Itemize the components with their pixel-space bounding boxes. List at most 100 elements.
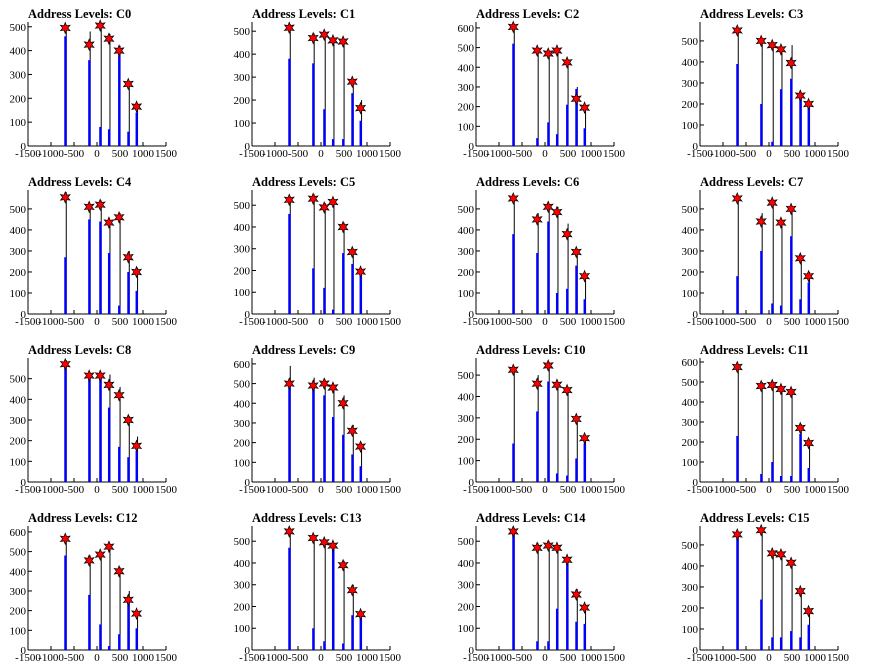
star-marker	[103, 32, 115, 46]
star-marker	[755, 379, 767, 393]
y-tick-label: 500	[10, 374, 27, 386]
y-tick-label: 400	[10, 566, 27, 578]
peak-bar	[760, 474, 763, 482]
peak-bar	[359, 617, 362, 650]
x-tick-label: -500	[736, 316, 757, 328]
peak-bar	[575, 88, 578, 146]
star-marker	[83, 38, 95, 52]
peak-bar	[583, 128, 586, 146]
y-tick-label: 500	[234, 536, 251, 548]
star-marker	[785, 56, 797, 70]
peak-bar	[107, 407, 111, 482]
peak-bar	[799, 434, 802, 482]
peak-bar	[118, 305, 121, 314]
peak-bar	[342, 643, 345, 650]
y-tick-label: 200	[234, 265, 251, 277]
y-tick-label: 400	[10, 225, 27, 237]
star-marker	[794, 251, 806, 265]
y-tick-label: 0	[693, 645, 699, 657]
peak-bar	[342, 253, 345, 314]
star-marker	[318, 28, 330, 42]
y-tick-label: 400	[458, 62, 475, 74]
y-tick-label: 300	[682, 246, 699, 258]
peak-bar	[312, 385, 315, 482]
y-tick-label: 200	[10, 93, 27, 105]
x-tick-label: -1500	[15, 316, 41, 328]
peak-bar	[771, 637, 774, 650]
x-tick-label: 1500	[155, 484, 178, 496]
peak-bar	[736, 538, 739, 650]
peak-bar	[566, 475, 569, 482]
peak-bar	[135, 451, 138, 482]
y-tick-label: 300	[458, 580, 475, 592]
star-marker	[346, 245, 358, 259]
y-tick-label: 400	[234, 49, 251, 61]
peak-bar	[512, 234, 515, 314]
peak-bar	[64, 36, 67, 146]
star-marker	[561, 227, 573, 241]
x-tick-label: -1000	[486, 148, 512, 160]
y-tick-label: 100	[234, 623, 251, 635]
y-tick-label: 100	[10, 625, 27, 637]
x-tick-label: -1500	[239, 316, 265, 328]
y-tick-label: 600	[10, 527, 27, 539]
peak-bar	[779, 305, 783, 314]
x-tick-label: -500	[288, 484, 309, 496]
x-tick-label: -500	[512, 148, 533, 160]
x-tick-label: -500	[288, 316, 309, 328]
x-tick-label: -1000	[486, 652, 512, 664]
peak-bar	[536, 138, 539, 146]
y-tick-label: 0	[245, 477, 251, 489]
star-marker	[307, 379, 319, 393]
x-tick-label: -1000	[262, 652, 288, 664]
x-tick-label: 1000	[356, 484, 379, 496]
star-marker	[327, 195, 339, 209]
x-tick-label: -1500	[15, 652, 41, 664]
star-marker	[94, 369, 106, 383]
star-marker	[307, 531, 319, 545]
x-tick-label: 0	[94, 484, 100, 496]
y-tick-label: 500	[10, 22, 27, 34]
peak-bar	[536, 641, 539, 650]
y-tick-label: 500	[458, 204, 475, 216]
x-tick-label: 1500	[379, 316, 402, 328]
x-tick-label: 0	[766, 652, 772, 664]
y-tick-label: 200	[458, 267, 475, 279]
y-tick-label: 0	[245, 309, 251, 321]
star-marker	[785, 556, 797, 570]
x-tick-label: 1000	[132, 652, 155, 664]
panel-c1: Address Levels: C10100200300400500-1500-…	[234, 7, 402, 160]
star-marker	[83, 200, 95, 214]
y-tick-label: 200	[682, 267, 699, 279]
panel-c5: Address Levels: C50100200300400500-1500-…	[234, 175, 402, 328]
peak-bar	[312, 268, 315, 314]
panel-title: Address Levels: C6	[476, 175, 579, 189]
star-marker	[283, 193, 295, 207]
star-marker	[318, 377, 330, 391]
star-marker	[775, 547, 787, 561]
star-marker	[122, 593, 134, 607]
star-marker	[354, 265, 367, 279]
star-marker	[122, 250, 134, 264]
star-marker	[283, 377, 295, 391]
peak-bar	[118, 446, 121, 482]
peak-bar	[342, 434, 345, 482]
x-tick-label: 0	[542, 148, 548, 160]
panel-c2: Address Levels: C2 0 100 200 300 400 500 600 -15…	[458, 7, 626, 160]
x-tick-label: 1500	[155, 148, 178, 160]
peak-bar	[288, 213, 291, 314]
y-tick-label: 200	[682, 603, 699, 615]
panel-title: Address Levels: C12	[28, 511, 138, 525]
y-tick-label: 100	[458, 288, 475, 300]
y-tick-label: 300	[10, 415, 27, 427]
y-tick-label: 500	[682, 36, 699, 48]
star-marker	[507, 191, 519, 205]
x-tick-label: -1500	[687, 652, 713, 664]
peak-bar	[575, 458, 578, 482]
y-tick-label: 300	[234, 418, 251, 430]
x-tick-label: 500	[112, 148, 129, 160]
x-tick-label: 1500	[603, 316, 626, 328]
star-marker	[802, 604, 815, 618]
x-tick-label: -1000	[38, 652, 64, 664]
y-tick-label: 400	[458, 558, 475, 570]
